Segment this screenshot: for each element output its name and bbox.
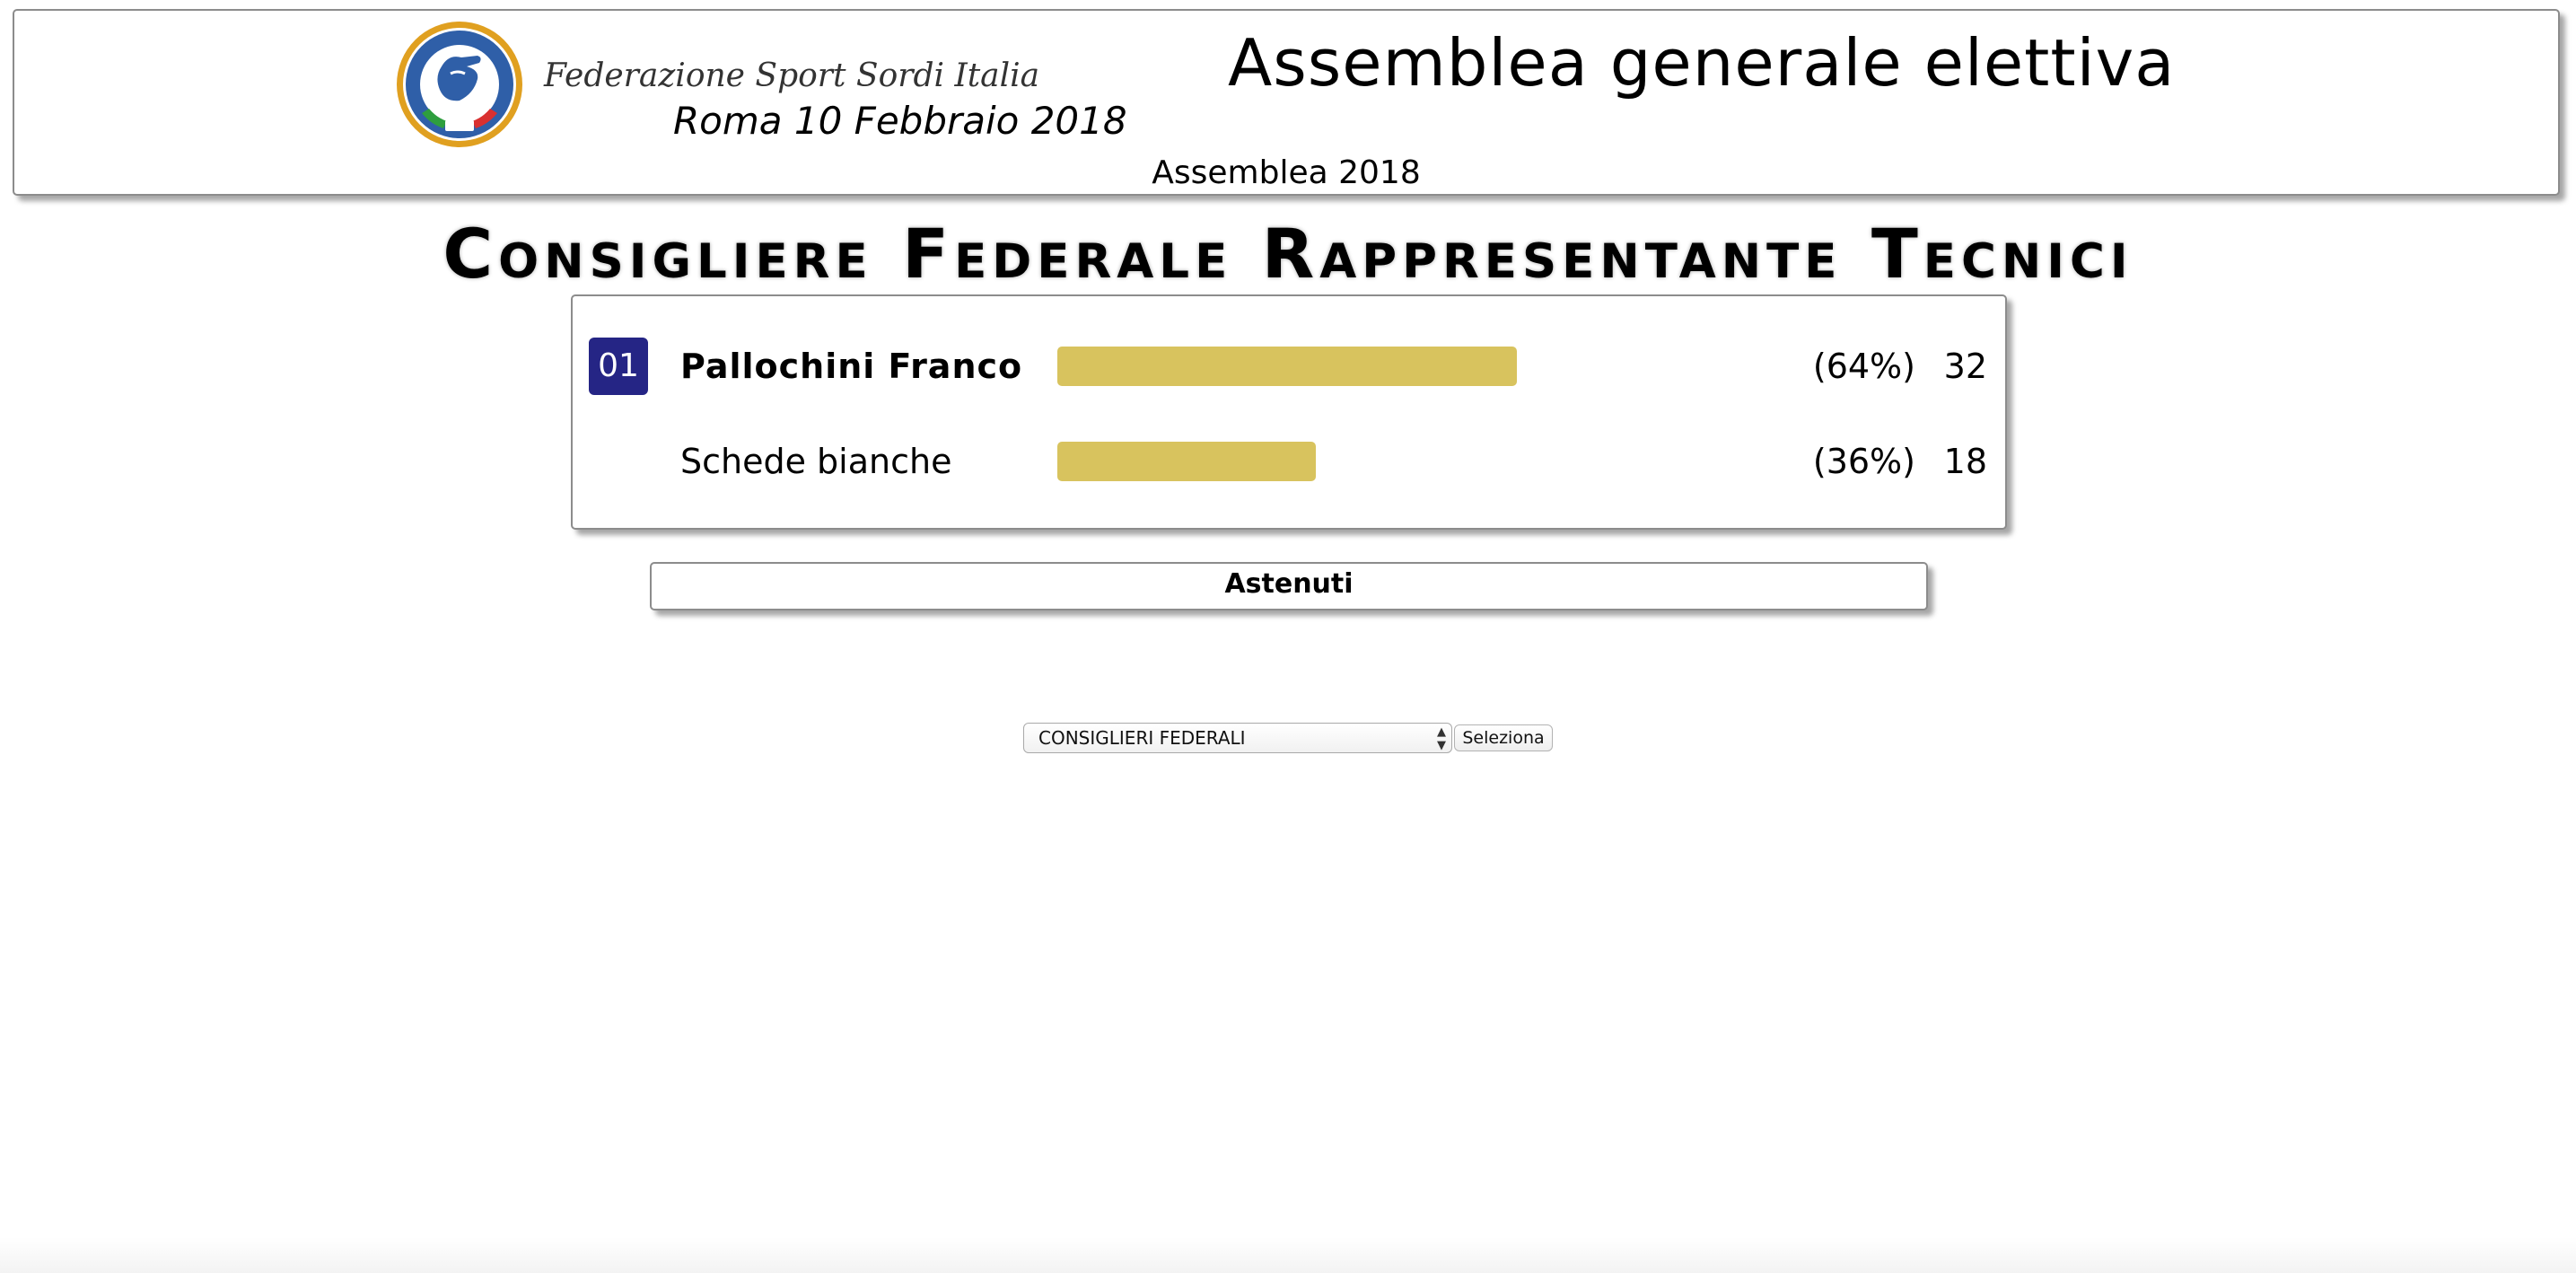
candidate-name: Pallochini Franco — [680, 347, 1023, 386]
header-subtitle: Assemblea 2018 — [1152, 154, 1421, 191]
vote-percent: (36%) — [1812, 442, 1915, 481]
vote-bar-track — [1057, 347, 1704, 386]
fssi-logo-icon — [397, 22, 522, 147]
vote-bar — [1057, 442, 1316, 481]
seleziona-button[interactable]: Seleziona — [1454, 724, 1553, 751]
astenuti-box: Astenuti — [650, 562, 1928, 610]
org-name: Federazione Sport Sordi Italia — [544, 57, 1040, 94]
category-select[interactable]: CONSIGLIERI FEDERALI ▲ ▼ — [1023, 723, 1452, 753]
header-banner: Federazione Sport Sordi Italia Roma 10 F… — [13, 9, 2560, 196]
event-date: Roma 10 Febbraio 2018 — [673, 99, 1127, 143]
category-select-value: CONSIGLIERI FEDERALI — [1038, 727, 1246, 749]
page-title: Consigliere Federale Rappresentante Tecn… — [442, 214, 2134, 294]
candidate-number-badge: 01 — [589, 338, 648, 395]
vote-count: 18 — [1943, 442, 1987, 481]
page-header-title: Assemblea generale elettiva — [1228, 25, 2176, 101]
result-row: Schede bianche (36%) 18 — [573, 433, 2005, 496]
vote-bar — [1057, 347, 1517, 386]
results-panel: 01 Pallochini Franco (64%) 32 Schede bia… — [571, 294, 2007, 530]
page-bottom-fade — [0, 1237, 2576, 1273]
vote-count: 32 — [1943, 347, 1987, 386]
vote-percent: (64%) — [1812, 347, 1915, 386]
select-arrows-icon: ▲ ▼ — [1437, 725, 1446, 752]
candidate-name: Schede bianche — [680, 442, 952, 481]
result-row: 01 Pallochini Franco (64%) 32 — [573, 338, 2005, 400]
vote-bar-track — [1057, 442, 1704, 481]
